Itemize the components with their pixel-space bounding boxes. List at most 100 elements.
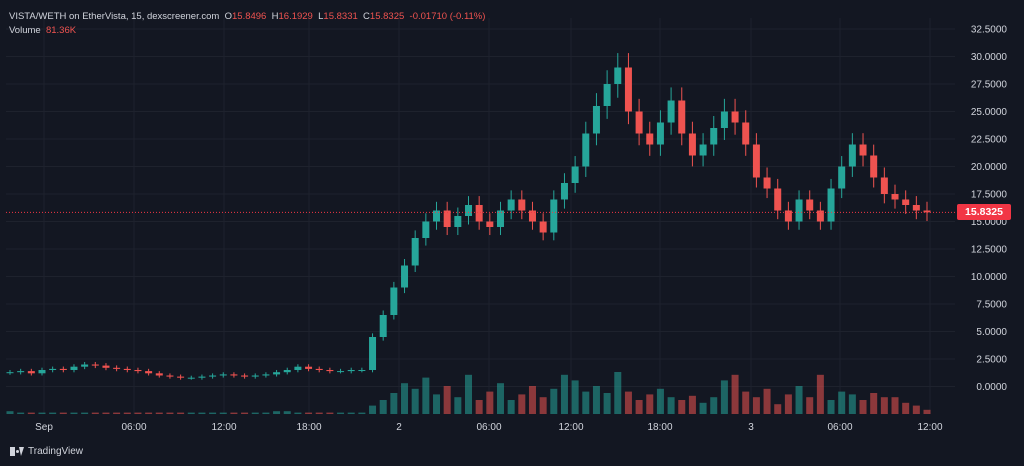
candle-body xyxy=(656,122,664,145)
volume-bar xyxy=(59,412,67,414)
volume-bar xyxy=(465,374,472,414)
y-tick-label: 15.0000 xyxy=(971,217,1008,228)
volume-bar xyxy=(369,405,377,414)
volume-bar xyxy=(827,400,835,414)
volume-bar xyxy=(571,380,579,414)
volume-bar xyxy=(294,412,302,414)
volume-bar xyxy=(113,412,121,414)
candle-body xyxy=(134,370,142,372)
volume-bar xyxy=(507,400,515,414)
candle-body xyxy=(912,205,920,211)
volume-bar xyxy=(326,412,334,414)
volume-bar xyxy=(912,405,920,414)
volume-bar xyxy=(475,400,483,414)
volume-bar xyxy=(155,412,163,414)
tradingview-logo[interactable]: TradingView xyxy=(10,446,83,457)
volume-bar xyxy=(667,397,675,414)
volume-bar xyxy=(486,391,494,414)
candle-body xyxy=(411,238,419,266)
y-tick-label: 7.5000 xyxy=(976,300,1007,311)
volume-bar xyxy=(337,412,345,414)
volume-bar xyxy=(923,409,931,414)
low-value: 15.8331 xyxy=(323,11,358,22)
volume-bar xyxy=(219,412,227,414)
volume-bar xyxy=(305,412,313,414)
volume-bar xyxy=(742,391,750,414)
y-tick-label: 17.5000 xyxy=(971,190,1008,201)
volume-bar xyxy=(241,412,249,414)
y-tick-label: 27.5000 xyxy=(971,80,1008,91)
volume-bar xyxy=(401,383,409,414)
candle-body xyxy=(209,375,217,377)
candle-body xyxy=(848,144,856,167)
volume-bar xyxy=(614,372,622,414)
candle-body xyxy=(379,315,387,337)
candle-body xyxy=(102,365,110,368)
volume-bar xyxy=(422,377,430,414)
candle-body xyxy=(528,210,536,222)
candle-body xyxy=(539,221,547,233)
candle-body xyxy=(816,210,824,222)
candle-body xyxy=(752,144,760,178)
candle-body xyxy=(742,122,750,145)
volume-bar xyxy=(859,400,867,414)
candle-body xyxy=(518,199,526,211)
volume-bar xyxy=(454,397,462,414)
candle-body xyxy=(273,372,281,375)
candle-body xyxy=(667,100,675,123)
candle-body xyxy=(369,337,377,370)
candle-body xyxy=(827,188,835,222)
y-tick-label: 0.0000 xyxy=(976,382,1007,393)
symbol-label: VISTA/WETH on EtherVista, 15, dexscreene… xyxy=(9,11,220,22)
y-tick-label: 5.0000 xyxy=(976,327,1007,338)
volume-bar xyxy=(656,388,664,414)
volume-bar xyxy=(806,397,814,414)
candle-body xyxy=(166,375,174,377)
volume-bar xyxy=(838,391,846,414)
y-tick-label: 12.5000 xyxy=(971,245,1008,256)
x-tick-label: 18:00 xyxy=(647,422,672,433)
volume-bar xyxy=(251,412,259,414)
candle-body xyxy=(155,373,163,376)
volume-bar xyxy=(763,388,771,414)
x-tick-label: 06:00 xyxy=(121,422,146,433)
candle-body xyxy=(433,210,441,222)
volume-bar xyxy=(198,412,206,414)
volume-bar xyxy=(688,395,696,414)
ohlc-legend: VISTA/WETH on EtherVista, 15, dexscreene… xyxy=(9,11,485,22)
volume-bar xyxy=(774,404,782,414)
volume-bar xyxy=(539,397,547,414)
candle-body xyxy=(187,377,195,379)
volume-bar xyxy=(347,412,355,414)
volume-bar xyxy=(17,412,25,414)
y-tick-label: 22.5000 xyxy=(971,135,1008,146)
volume-bar xyxy=(795,386,803,414)
close-label: C xyxy=(363,11,370,22)
candle-body xyxy=(603,84,611,106)
y-tick-label: 10.0000 xyxy=(971,272,1008,283)
volume-bar xyxy=(699,402,707,414)
candle-body xyxy=(113,367,121,369)
candle-body xyxy=(902,199,910,205)
candle-body xyxy=(507,199,515,211)
candlestick-chart[interactable]: 32.500030.000027.500025.000022.500020.00… xyxy=(0,0,1024,438)
volume-bar xyxy=(433,394,441,414)
volume-bar xyxy=(720,380,728,414)
volume-bar xyxy=(27,412,35,414)
close-value: 15.8325 xyxy=(369,11,405,22)
volume-bar xyxy=(102,412,110,414)
x-axis: Sep 06:00 12:00 18:00 2 06:00 12:00 18:00 3 06:00… xyxy=(35,422,943,433)
candle-body xyxy=(454,216,462,227)
volume-bar xyxy=(187,412,195,414)
candle-body xyxy=(49,368,57,370)
volume-bar xyxy=(635,400,643,414)
y-axis: 32.5000 30.0000 27.5000 25.0000 22.5000 20.00… xyxy=(971,25,1008,394)
candle-body xyxy=(145,371,153,374)
change-value: -0.01710 (-0.11%) xyxy=(409,11,486,22)
volume-bar xyxy=(902,402,910,414)
candle-body xyxy=(59,368,67,370)
x-tick-label: 12:00 xyxy=(917,422,942,433)
candle-body xyxy=(70,366,78,370)
candle-body xyxy=(177,376,185,378)
